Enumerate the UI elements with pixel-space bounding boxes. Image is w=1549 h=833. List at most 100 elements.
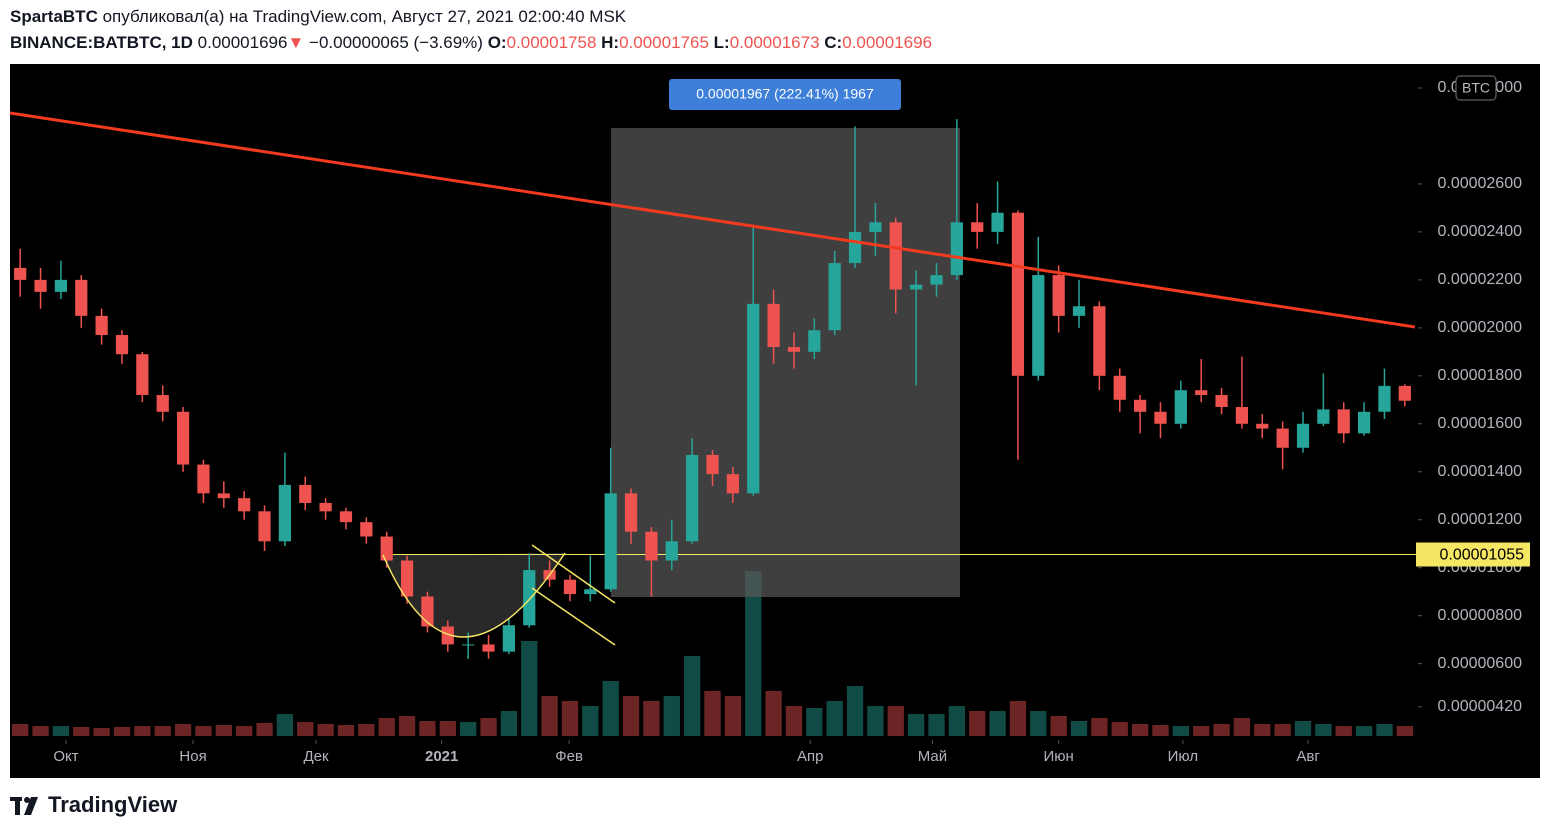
volume-bar: [134, 726, 151, 736]
volume-bar: [236, 726, 253, 736]
x-tick-label: Ноя: [179, 748, 206, 765]
candle-body: [930, 275, 943, 285]
candle-body: [115, 335, 129, 355]
candle-body: [1296, 423, 1310, 448]
candle-body: [1174, 390, 1187, 424]
x-tick-label: Авг: [1296, 748, 1320, 765]
range-label: 0.00001967 (222.41%) 1967: [696, 86, 874, 102]
candle-body: [482, 644, 495, 652]
volume-bar: [93, 728, 110, 736]
volume-bar: [887, 706, 904, 736]
volume-bar: [195, 726, 212, 736]
range-box: [611, 128, 960, 597]
candle-body: [1134, 399, 1147, 412]
volume-bar: [867, 706, 884, 736]
volume-bar: [73, 727, 90, 736]
last-price: 0.00001696: [197, 33, 288, 52]
volume-bar: [1254, 724, 1271, 736]
candle-body: [787, 347, 801, 352]
volume-bar: [785, 706, 803, 736]
volume-bar: [643, 701, 660, 736]
volume-bar: [215, 725, 232, 736]
level-label: 0.00001055: [1439, 547, 1524, 564]
candle-body: [197, 464, 210, 494]
candle-body: [706, 454, 719, 475]
candle-body: [563, 579, 577, 595]
volume-bar: [1335, 726, 1352, 736]
candle-body: [441, 626, 454, 645]
candle-body: [1378, 385, 1391, 412]
author: SpartaBTC: [10, 7, 98, 26]
y-tick-label: 0.00002600: [1437, 175, 1522, 192]
candle-body: [136, 354, 149, 396]
brand: TradingView: [48, 792, 178, 817]
candle-body: [502, 625, 515, 652]
y-tick-label: 0.00001800: [1437, 367, 1522, 384]
h-label: H:: [601, 33, 620, 52]
volume-bar: [622, 696, 640, 736]
candle-body: [278, 484, 291, 542]
candle-body: [1154, 411, 1167, 424]
candle-body: [767, 303, 780, 348]
candle-body: [1093, 306, 1106, 376]
logo-part: [15, 797, 20, 815]
candle-body: [584, 589, 597, 595]
arrow: ▼: [287, 33, 305, 52]
candle-body: [523, 570, 536, 626]
y-tick-label: 0.00000600: [1437, 655, 1522, 672]
candle-body: [869, 222, 882, 232]
o-value: 0.00001758: [506, 33, 597, 52]
candle-body: [462, 644, 475, 646]
c-label: C:: [824, 33, 843, 52]
candle-body: [828, 263, 841, 331]
volume-bar: [1355, 726, 1373, 736]
candle-body: [1072, 306, 1086, 316]
volume-bar: [12, 724, 29, 736]
currency-badge: [1455, 75, 1497, 101]
volume-bar: [1315, 724, 1332, 736]
volume-bar: [521, 641, 538, 736]
candle-body: [14, 267, 27, 280]
symbol: BINANCE:BATBTC, 1D: [10, 33, 193, 52]
volume-bar: [1213, 724, 1230, 736]
volume-bar: [480, 718, 497, 736]
candle-body: [1256, 423, 1269, 429]
volume-bar: [317, 724, 334, 736]
y-tick-label: 0.00002000: [1437, 319, 1522, 336]
candle-body: [176, 411, 190, 465]
candle-body: [971, 222, 984, 232]
volume-bar: [826, 701, 843, 736]
candle-body: [624, 493, 638, 532]
volume-bar: [1172, 726, 1189, 736]
candle-body: [1195, 390, 1208, 396]
volume-bar: [439, 721, 456, 736]
candle-body: [747, 303, 760, 494]
volume-bar: [1050, 716, 1067, 736]
published: опубликовал(а) на TradingView.com, Авгус…: [102, 7, 627, 26]
candle-body: [156, 395, 169, 412]
candle-body: [1337, 409, 1350, 434]
volume-bar: [378, 718, 395, 736]
volume-bar: [358, 724, 375, 736]
candle-body: [1357, 411, 1371, 434]
volume-bar: [724, 696, 742, 736]
candle-body: [604, 493, 617, 590]
volume-bar: [928, 714, 945, 736]
y-tick-label: 0.00001200: [1437, 511, 1522, 528]
volume-bar: [846, 686, 864, 736]
trend-line: [9, 111, 1416, 329]
level-label-box: [1416, 542, 1530, 567]
volume-bar: [1111, 722, 1128, 736]
volume-bar: [683, 656, 701, 736]
y-tick-label: 0.00001600: [1437, 415, 1522, 432]
range-label-box: [669, 79, 901, 110]
volume-bar: [174, 724, 192, 736]
volume-bar: [1193, 726, 1210, 736]
candle-body: [400, 560, 414, 597]
candle-body: [726, 474, 739, 494]
l-value: 0.00001673: [729, 33, 820, 52]
volume-bar: [419, 721, 436, 736]
candle-body: [34, 279, 47, 292]
